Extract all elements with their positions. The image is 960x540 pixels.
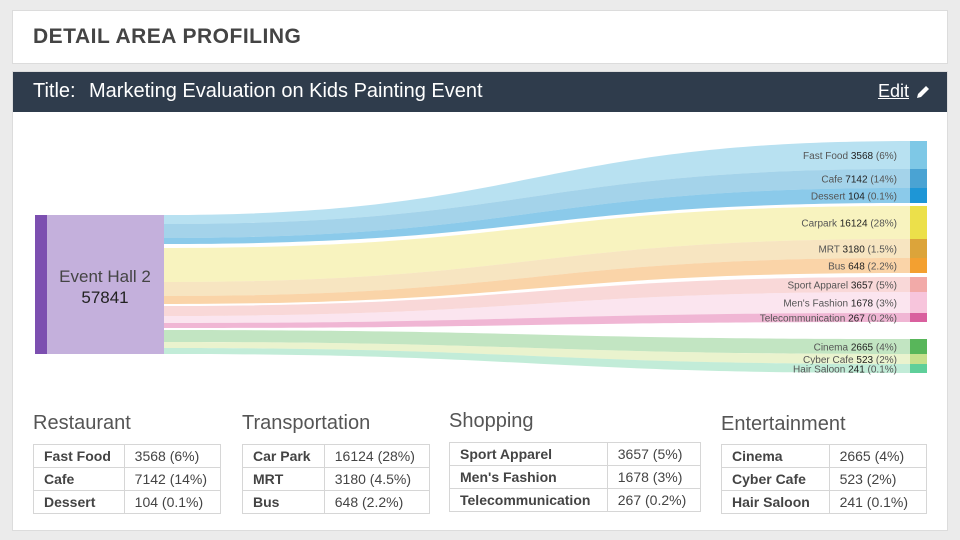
sankey-flow <box>164 258 910 304</box>
row-name: Fast Food <box>33 444 125 468</box>
source-accent-bar <box>35 215 47 354</box>
target-node <box>910 339 927 354</box>
sankey-flow <box>164 188 910 244</box>
row-name: Cafe <box>33 467 125 491</box>
page-title: DETAIL AREA PROFILING <box>33 25 302 48</box>
shopping-table: Sport Apparel 3657 (5%) Men's Fashion 1678… <box>449 442 702 512</box>
source-name: Event Hall 2 <box>59 267 151 286</box>
row-name: Bus <box>242 490 325 514</box>
table-row: Bus 648 (2.2%) <box>242 490 431 514</box>
row-name: Car Park <box>242 444 325 468</box>
target-node <box>910 169 927 188</box>
target-label: Carpark 16124 (28%) <box>801 219 897 230</box>
table-row: Telecommunication 267 (0.2%) <box>449 488 702 512</box>
row-name: Hair Saloon <box>721 490 830 514</box>
row-name: Cinema <box>721 444 830 468</box>
sankey-diagram: Event Hall 2 57841 Fast Food 3568 (6%) Cafe… <box>35 141 927 376</box>
target-label: Cinema 2665 (4%) <box>814 343 897 354</box>
table-row: Men's Fashion 1678 (3%) <box>449 465 702 489</box>
profile-panel: Title: Marketing Evaluation on Kids Pain… <box>12 71 948 531</box>
row-value: 3657 (5%) <box>606 442 702 466</box>
page-header: DETAIL AREA PROFILING <box>12 10 948 64</box>
target-label: Sport Apparel 3657 (5%) <box>787 281 897 292</box>
row-value: 104 (0.1%) <box>123 490 222 514</box>
group-title-shopping: Shopping <box>449 410 534 432</box>
target-label: Telecommunication 267 (0.2%) <box>760 314 897 325</box>
table-row: Hair Saloon 241 (0.1%) <box>721 490 928 514</box>
row-value: 267 (0.2%) <box>606 488 702 512</box>
target-node <box>910 239 927 258</box>
row-value: 16124 (28%) <box>323 444 431 468</box>
row-value: 2665 (4%) <box>828 444 928 468</box>
group-title-transportation: Transportation <box>242 412 371 434</box>
event-title: Marketing Evaluation on Kids Painting Ev… <box>89 80 483 102</box>
row-value: 241 (0.1%) <box>828 490 928 514</box>
target-node <box>910 258 927 273</box>
sankey-flow <box>164 239 910 296</box>
table-row: Dessert 104 (0.1%) <box>33 490 222 514</box>
target-node <box>910 188 927 203</box>
row-name: MRT <box>242 467 325 491</box>
row-value: 523 (2%) <box>828 467 928 491</box>
source-total: 57841 <box>81 288 128 307</box>
row-name: Telecommunication <box>449 488 608 512</box>
row-name: Dessert <box>33 490 125 514</box>
table-row: Cafe 7142 (14%) <box>33 467 222 491</box>
sankey-flow <box>164 330 910 354</box>
row-value: 3568 (6%) <box>123 444 222 468</box>
target-label: Bus 648 (2.2%) <box>828 262 897 273</box>
row-value: 3180 (4.5%) <box>323 467 431 491</box>
target-node <box>910 354 927 364</box>
target-node <box>910 206 927 239</box>
table-row: Car Park 16124 (28%) <box>242 444 431 468</box>
row-value: 7142 (14%) <box>123 467 222 491</box>
target-label: MRT 3180 (1.5%) <box>818 245 897 256</box>
row-value: 1678 (3%) <box>606 465 702 489</box>
target-label: Men's Fashion 1678 (3%) <box>783 299 897 310</box>
row-name: Men's Fashion <box>449 465 608 489</box>
sankey-flow <box>164 206 910 282</box>
pencil-icon <box>917 85 929 98</box>
restaurant-table: Fast Food 3568 (6%) Cafe 7142 (14%) Desser… <box>33 444 222 514</box>
sankey-flow <box>164 277 910 316</box>
target-label: Cyber Cafe 523 (2%) <box>803 355 897 366</box>
sankey-flow <box>164 141 910 224</box>
group-title-restaurant: Restaurant <box>33 412 131 434</box>
sankey-flow <box>164 342 910 364</box>
target-label: Cafe 7142 (14%) <box>821 175 897 186</box>
row-value: 648 (2.2%) <box>323 490 431 514</box>
target-label: Hair Saloon 241 (0.1%) <box>793 365 897 376</box>
edit-button[interactable]: Edit <box>878 81 931 102</box>
target-label: Dessert 104 (0.1%) <box>811 192 897 203</box>
row-name: Cyber Cafe <box>721 467 830 491</box>
sankey-flow <box>164 348 910 373</box>
edit-label: Edit <box>877 81 909 101</box>
target-node <box>910 364 927 373</box>
table-row: Sport Apparel 3657 (5%) <box>449 442 702 466</box>
table-row: MRT 3180 (4.5%) <box>242 467 431 491</box>
table-row: Cyber Cafe 523 (2%) <box>721 467 928 491</box>
table-row: Fast Food 3568 (6%) <box>33 444 222 468</box>
target-node <box>910 313 927 322</box>
transportation-table: Car Park 16124 (28%) MRT 3180 (4.5%) Bus 64… <box>242 444 431 514</box>
target-node <box>910 292 927 313</box>
target-node <box>910 277 927 292</box>
table-row: Cinema 2665 (4%) <box>721 444 928 468</box>
row-name: Sport Apparel <box>449 442 608 466</box>
sankey-flow <box>164 292 910 323</box>
sankey-flow <box>164 313 910 328</box>
group-title-entertainment: Entertainment <box>721 413 846 435</box>
target-node <box>910 141 927 169</box>
sankey-flows: Fast Food 3568 (6%) Cafe 7142 (14%) Desser… <box>164 141 927 376</box>
target-label: Fast Food 3568 (6%) <box>803 151 897 162</box>
sankey-flow <box>164 169 910 238</box>
entertainment-table: Cinema 2665 (4%) Cyber Cafe 523 (2%) Hair … <box>721 444 928 514</box>
title-bar: Title: Marketing Evaluation on Kids Pain… <box>13 72 947 112</box>
title-label: Title: <box>33 80 76 102</box>
source-node <box>47 215 164 354</box>
